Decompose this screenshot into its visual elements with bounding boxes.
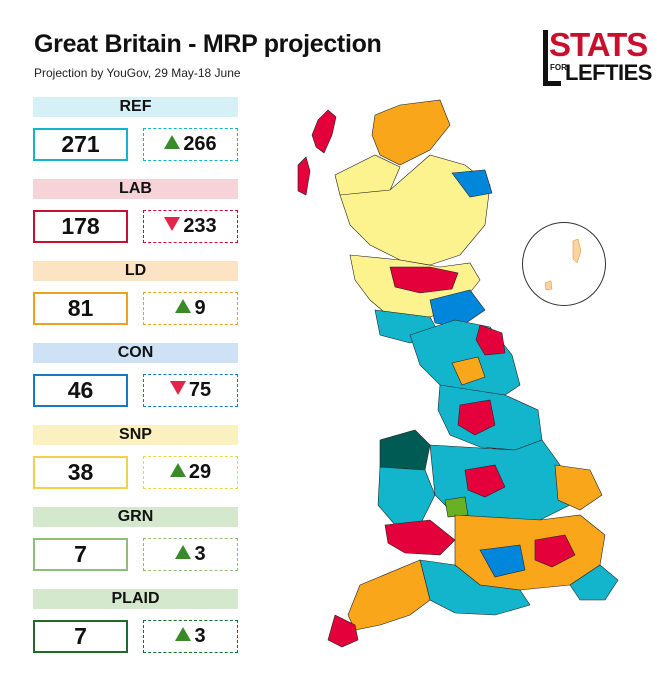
seat-change-value: 9: [194, 297, 206, 319]
stats-for-lefties-logo: STATS FOR LEFTIES: [543, 28, 652, 90]
seat-change: 75: [143, 374, 238, 407]
south-blue: [479, 544, 526, 578]
seat-change: 3: [143, 538, 238, 571]
shetland-inset: [522, 222, 606, 306]
south-coast: [419, 559, 531, 616]
party-ref: REF 271 266: [33, 97, 238, 161]
constituency-map: [297, 99, 619, 648]
page-title: Great Britain - MRP projection: [34, 30, 382, 58]
norfolk: [554, 464, 603, 511]
party-name: PLAID: [33, 589, 238, 609]
page-subtitle: Projection by YouGov, 29 May-18 June: [34, 66, 241, 80]
party-name: REF: [33, 97, 238, 117]
up-arrow-icon: [164, 135, 181, 149]
outer-hebrides: [311, 109, 337, 154]
seat-count: 81: [33, 292, 128, 325]
seat-change-value: 29: [188, 461, 212, 483]
seat-count: 38: [33, 456, 128, 489]
party-lab: LAB 178 233: [33, 179, 238, 243]
shetland-inset-map: [544, 238, 582, 291]
party-ld: LD 81 9: [33, 261, 238, 325]
kent: [569, 564, 619, 601]
york-orange: [451, 356, 486, 386]
party-name: LAB: [33, 179, 238, 199]
seat-count: 271: [33, 128, 128, 161]
central-belt: [389, 266, 459, 294]
seat-change-value: 3: [194, 625, 206, 647]
seat-change-value: 75: [188, 379, 212, 401]
newcastle-red: [475, 324, 506, 356]
seat-change: 233: [143, 210, 238, 243]
seat-change: 9: [143, 292, 238, 325]
party-con: CON 46 75: [33, 343, 238, 407]
party-plaid: PLAID 7 3: [33, 589, 238, 653]
party-name: GRN: [33, 507, 238, 527]
london-red: [534, 534, 576, 568]
party-snp: SNP 38 29: [33, 425, 238, 489]
down-arrow-icon: [169, 381, 186, 395]
green-seat: [444, 496, 469, 518]
party-name: SNP: [33, 425, 238, 445]
highlands-north: [371, 99, 451, 166]
aberdeen-blue: [451, 169, 493, 198]
scotland-central: [339, 154, 491, 266]
seat-change-value: 266: [183, 133, 217, 155]
cornwall: [327, 614, 359, 648]
leeds-red-cluster: [457, 399, 496, 436]
western-isles-south: [297, 156, 311, 196]
seat-change-value: 3: [194, 543, 206, 565]
down-arrow-icon: [164, 217, 181, 231]
up-arrow-icon: [175, 545, 192, 559]
seat-change: 266: [143, 128, 238, 161]
seat-change: 29: [143, 456, 238, 489]
up-arrow-icon: [175, 299, 192, 313]
seat-count: 178: [33, 210, 128, 243]
party-name: LD: [33, 261, 238, 281]
borders-blue: [429, 289, 486, 328]
birmingham-red: [464, 464, 506, 498]
seat-change-value: 233: [183, 215, 217, 237]
party-grn: GRN 7 3: [33, 507, 238, 571]
logo-text-bottom: LEFTIES: [565, 60, 652, 85]
up-arrow-icon: [169, 463, 186, 477]
seat-change: 3: [143, 620, 238, 653]
logo-text-top: STATS: [549, 26, 648, 63]
wales-south: [384, 519, 456, 556]
seat-count: 46: [33, 374, 128, 407]
seat-count: 7: [33, 538, 128, 571]
logo-text-small: FOR: [550, 63, 567, 72]
up-arrow-icon: [175, 627, 192, 641]
party-name: CON: [33, 343, 238, 363]
wales-mid: [377, 466, 436, 526]
south-west: [347, 559, 431, 631]
seat-count: 7: [33, 620, 128, 653]
